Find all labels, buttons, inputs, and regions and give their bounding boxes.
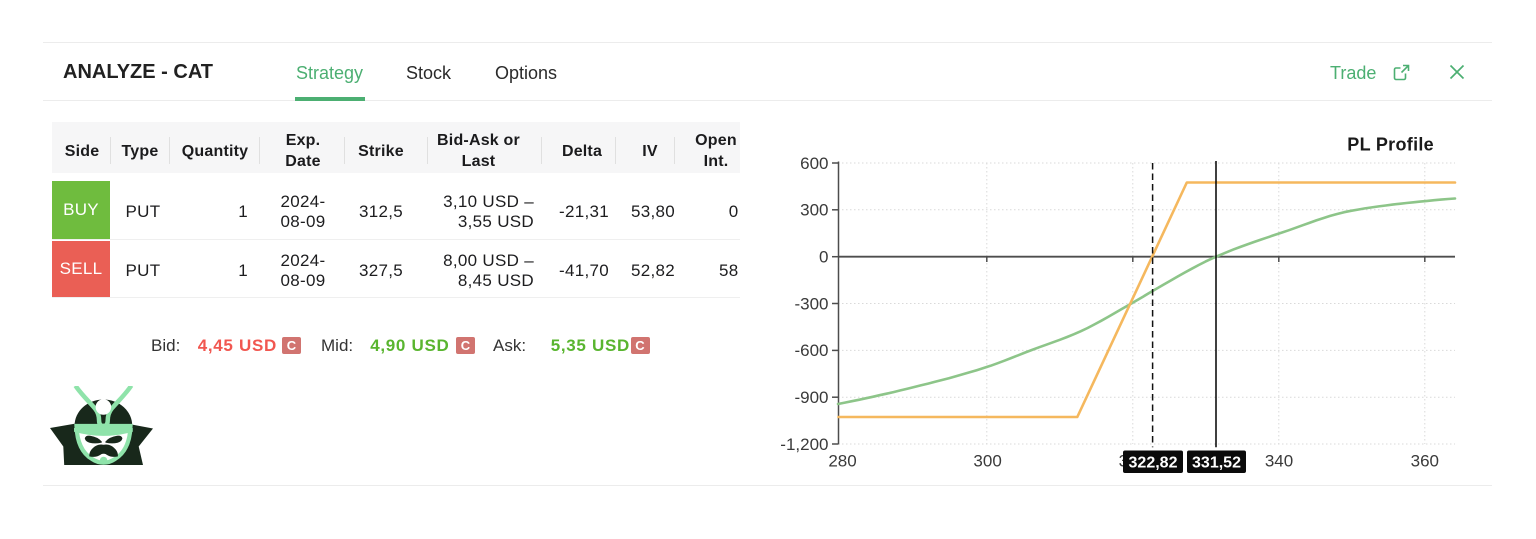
svg-text:322,82: 322,82 — [1129, 455, 1178, 472]
svg-text:0: 0 — [819, 248, 828, 267]
svg-text:PL Profile: PL Profile — [1347, 135, 1434, 155]
svg-text:-600: -600 — [794, 341, 828, 360]
svg-text:300: 300 — [800, 201, 828, 220]
svg-text:340: 340 — [1265, 452, 1293, 471]
svg-text:-300: -300 — [794, 294, 828, 313]
svg-text:600: 600 — [800, 154, 828, 173]
svg-text:331,52: 331,52 — [1192, 455, 1241, 472]
svg-text:360: 360 — [1411, 452, 1439, 471]
svg-text:-900: -900 — [794, 388, 828, 407]
svg-text:280: 280 — [828, 452, 856, 471]
svg-text:300: 300 — [973, 452, 1001, 471]
svg-text:-1,200: -1,200 — [780, 435, 828, 454]
